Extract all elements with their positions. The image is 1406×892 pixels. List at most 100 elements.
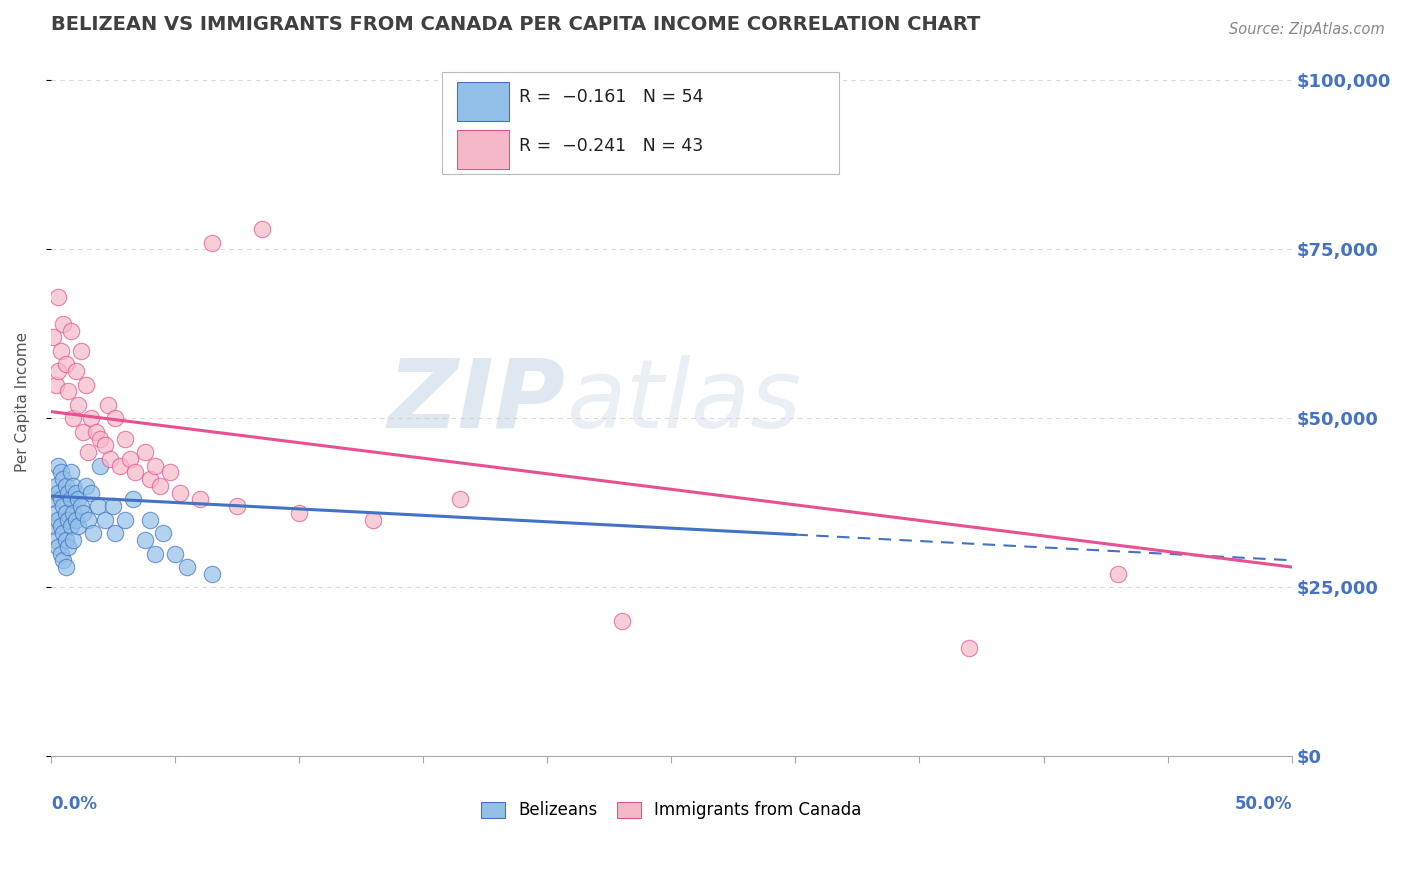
FancyBboxPatch shape xyxy=(457,130,509,169)
Point xyxy=(84,425,107,439)
Point xyxy=(55,357,77,371)
Point xyxy=(65,364,87,378)
Point xyxy=(250,222,273,236)
Point xyxy=(149,479,172,493)
Point xyxy=(72,425,94,439)
Text: R =  −0.161   N = 54: R = −0.161 N = 54 xyxy=(519,88,703,106)
Point xyxy=(62,506,84,520)
Point xyxy=(188,492,211,507)
Point xyxy=(77,445,100,459)
Point xyxy=(143,547,166,561)
Point xyxy=(46,540,69,554)
Point xyxy=(65,513,87,527)
Text: atlas: atlas xyxy=(565,355,801,448)
Point xyxy=(49,343,72,358)
Point xyxy=(45,506,67,520)
Point xyxy=(58,540,80,554)
Point xyxy=(69,500,91,514)
Point xyxy=(97,398,120,412)
Point xyxy=(79,411,101,425)
Point xyxy=(58,384,80,399)
Point xyxy=(49,466,72,480)
Point xyxy=(100,451,122,466)
Point xyxy=(176,560,198,574)
Point xyxy=(201,235,224,250)
Point xyxy=(46,485,69,500)
Point xyxy=(42,519,65,533)
FancyBboxPatch shape xyxy=(457,82,509,121)
Point xyxy=(121,492,143,507)
Point xyxy=(152,526,174,541)
Point xyxy=(134,533,156,547)
Point xyxy=(55,506,77,520)
Legend: Belizeans, Immigrants from Canada: Belizeans, Immigrants from Canada xyxy=(475,795,868,826)
Point xyxy=(49,492,72,507)
Point xyxy=(46,290,69,304)
Point xyxy=(49,519,72,533)
Point xyxy=(89,458,111,473)
Point xyxy=(139,513,162,527)
Point xyxy=(45,377,67,392)
Point xyxy=(52,500,75,514)
Point xyxy=(59,466,82,480)
Point xyxy=(42,492,65,507)
Point xyxy=(87,500,110,514)
Point xyxy=(363,513,385,527)
Point xyxy=(62,533,84,547)
Point xyxy=(120,451,142,466)
Point xyxy=(94,438,117,452)
Point xyxy=(62,411,84,425)
Point xyxy=(62,479,84,493)
Point xyxy=(75,377,97,392)
Point xyxy=(67,398,90,412)
Point xyxy=(79,485,101,500)
Point xyxy=(143,458,166,473)
Point xyxy=(67,519,90,533)
Point xyxy=(59,492,82,507)
Point xyxy=(55,533,77,547)
Point xyxy=(159,466,181,480)
Point xyxy=(46,513,69,527)
Point xyxy=(1107,566,1129,581)
FancyBboxPatch shape xyxy=(441,71,839,175)
Point xyxy=(610,614,633,628)
Point xyxy=(75,479,97,493)
Point xyxy=(226,500,249,514)
Point xyxy=(957,641,980,656)
Point xyxy=(45,479,67,493)
Point xyxy=(58,513,80,527)
Point xyxy=(288,506,311,520)
Point xyxy=(82,526,104,541)
Point xyxy=(72,506,94,520)
Text: R =  −0.241   N = 43: R = −0.241 N = 43 xyxy=(519,136,703,154)
Point xyxy=(59,324,82,338)
Point xyxy=(104,526,127,541)
Point xyxy=(67,492,90,507)
Point xyxy=(55,560,77,574)
Text: Source: ZipAtlas.com: Source: ZipAtlas.com xyxy=(1229,22,1385,37)
Point xyxy=(163,547,186,561)
Point xyxy=(58,485,80,500)
Point xyxy=(110,458,132,473)
Point xyxy=(52,317,75,331)
Text: 50.0%: 50.0% xyxy=(1234,796,1292,814)
Point xyxy=(139,472,162,486)
Point xyxy=(59,519,82,533)
Point xyxy=(134,445,156,459)
Point xyxy=(114,432,136,446)
Point xyxy=(94,513,117,527)
Y-axis label: Per Capita Income: Per Capita Income xyxy=(15,332,30,472)
Text: 0.0%: 0.0% xyxy=(51,796,97,814)
Point xyxy=(77,513,100,527)
Point xyxy=(49,547,72,561)
Point xyxy=(42,330,65,344)
Point xyxy=(114,513,136,527)
Point xyxy=(124,466,146,480)
Point xyxy=(52,553,75,567)
Text: BELIZEAN VS IMMIGRANTS FROM CANADA PER CAPITA INCOME CORRELATION CHART: BELIZEAN VS IMMIGRANTS FROM CANADA PER C… xyxy=(51,15,980,34)
Point xyxy=(46,458,69,473)
Point xyxy=(65,485,87,500)
Point xyxy=(55,479,77,493)
Point xyxy=(201,566,224,581)
Point xyxy=(104,411,127,425)
